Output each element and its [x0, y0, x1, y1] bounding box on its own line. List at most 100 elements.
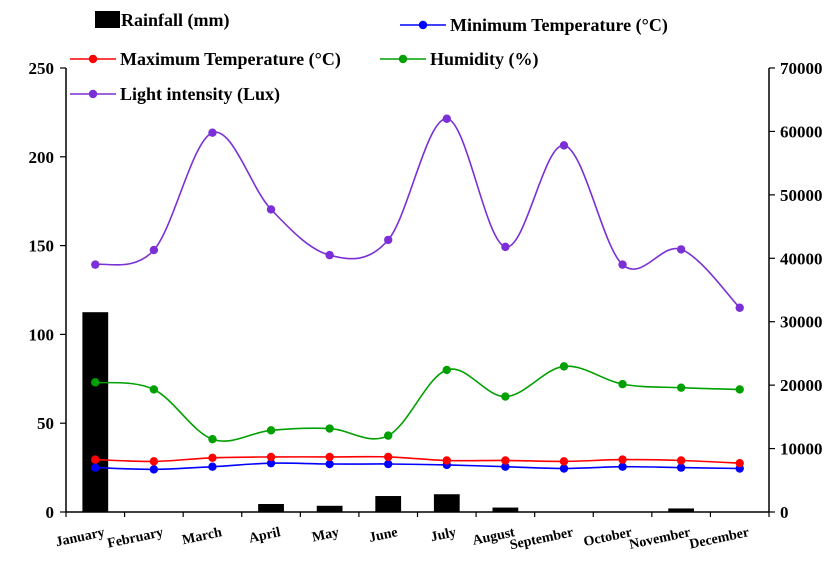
maximum-temperature-c-point: [442, 456, 451, 465]
minimum-temperature-c-point: [676, 463, 686, 472]
humidity-point: [266, 426, 276, 435]
right-tick-label: 50000: [780, 186, 823, 205]
humidity-point: [442, 365, 451, 375]
minimum-temperature-c-point: [208, 462, 217, 471]
x-tick-label: March: [181, 525, 224, 548]
light-intensity-lux-point: [149, 245, 159, 255]
right-tick-label: 0: [780, 503, 789, 522]
light-intensity-lux-line: [95, 117, 741, 309]
maximum-temperature-c-point: [208, 453, 217, 463]
right-tick-label: 20000: [780, 376, 823, 395]
maximum-temperature-c-point: [149, 457, 159, 466]
rainfall-bars: [82, 312, 695, 512]
legend-item-minimum-temperature-c: Minimum Temperature (°C): [400, 15, 668, 36]
legend-item-maximum-temperature-c: Maximum Temperature (°C): [70, 49, 341, 70]
minimum-temperature-c-point: [618, 462, 627, 471]
humidity-point: [325, 424, 334, 433]
maximum-temperature-c-point: [501, 456, 510, 465]
x-tick-label: November: [628, 525, 692, 553]
maximum-temperature-c-point: [384, 452, 393, 462]
legend-item-humidity: Humidity (%): [380, 49, 539, 70]
minimum-temperature-c-point: [501, 462, 510, 471]
light-intensity-lux-point: [501, 242, 510, 252]
legend-item-rainfall-mm: Rainfall (mm): [95, 10, 229, 31]
right-tick-label: 40000: [780, 249, 823, 268]
rainfall-bar: [433, 494, 460, 512]
left-tick-label: 100: [29, 325, 55, 344]
minimum-temperature-c-point: [149, 465, 159, 474]
minimum-temperature-c-point: [384, 459, 393, 469]
light-intensity-lux-point: [735, 303, 744, 312]
maximum-temperature-c-point: [735, 458, 744, 468]
maximum-temperature-c-line: [95, 455, 740, 464]
maximum-temperature-c-point: [325, 452, 334, 462]
legend-item-light-intensity-lux: Light intensity (Lux): [70, 84, 280, 105]
minimum-temperature-c-point: [559, 464, 569, 473]
legend-label: Humidity (%): [430, 49, 539, 70]
light-intensity-lux-point: [442, 114, 451, 123]
x-tick-label: May: [311, 525, 341, 545]
light-intensity-lux-point: [676, 245, 686, 254]
x-tick-label: December: [688, 525, 750, 552]
right-tick-label: 30000: [780, 313, 823, 332]
series-lines: [91, 114, 744, 474]
light-intensity-lux-point: [208, 128, 217, 137]
humidity-point: [676, 383, 686, 392]
left-tick-label: 200: [29, 148, 55, 167]
humidity-point: [91, 378, 100, 387]
rainfall-bar: [82, 312, 109, 512]
left-tick-label: 150: [29, 237, 55, 256]
x-tick-label: February: [106, 525, 165, 551]
rainfall-bar: [492, 507, 519, 512]
light-intensity-lux-point: [266, 205, 276, 214]
humidity-point: [618, 379, 627, 389]
rainfall-bar: [316, 505, 343, 512]
minimum-temperature-c-point: [91, 463, 100, 472]
rainfall-bar: [668, 508, 695, 512]
axes: [60, 67, 775, 517]
light-intensity-lux-point: [384, 235, 393, 245]
right-tick-label: 70000: [780, 59, 823, 78]
maximum-temperature-c-point: [618, 455, 627, 464]
x-tick-label: April: [248, 525, 282, 546]
maximum-temperature-c-point: [559, 457, 569, 466]
maximum-temperature-c-point: [91, 455, 100, 464]
x-tick-label: June: [368, 525, 399, 546]
left-tick-label: 50: [37, 414, 54, 433]
light-intensity-lux-point: [325, 250, 334, 260]
legend-swatch-marker: [88, 89, 98, 99]
legend-label: Light intensity (Lux): [120, 84, 280, 105]
x-tick-label: July: [429, 525, 457, 545]
right-tick-label: 60000: [780, 122, 823, 141]
humidity-point: [501, 392, 510, 401]
minimum-temperature-c-point: [266, 458, 276, 468]
left-tick-label: 250: [29, 59, 55, 78]
humidity-point: [559, 362, 569, 371]
light-intensity-lux-point: [618, 260, 627, 269]
legend-label: Minimum Temperature (°C): [450, 15, 668, 36]
legend: Rainfall (mm) Minimum Temperature (°C) Max…: [70, 10, 668, 105]
tick-labels: 0 50 100 150 200 250 0 10000 20000 30000 40000 5000…: [29, 59, 823, 553]
x-tick-label: October: [582, 525, 633, 550]
humidity-point: [384, 431, 393, 440]
light-intensity-lux-point: [559, 141, 569, 150]
legend-swatch-marker: [418, 20, 428, 30]
legend-label: Maximum Temperature (°C): [120, 49, 341, 70]
light-intensity-lux-point: [91, 260, 100, 269]
right-tick-label: 10000: [780, 440, 823, 459]
rainfall-bar: [258, 504, 284, 512]
humidity-line: [95, 365, 740, 442]
left-tick-label: 0: [46, 503, 55, 522]
legend-swatch-marker: [398, 54, 408, 64]
rainfall-bar: [375, 496, 402, 512]
legend-swatch-marker: [88, 54, 98, 64]
legend-label: Rainfall (mm): [121, 10, 229, 31]
maximum-temperature-c-point: [266, 452, 276, 462]
x-tick-label: January: [54, 525, 106, 550]
minimum-temperature-c-point: [325, 459, 334, 469]
humidity-point: [735, 385, 744, 394]
minimum-temperature-c-line: [95, 462, 740, 471]
x-tick-label: September: [509, 525, 575, 553]
humidity-point: [149, 385, 159, 394]
